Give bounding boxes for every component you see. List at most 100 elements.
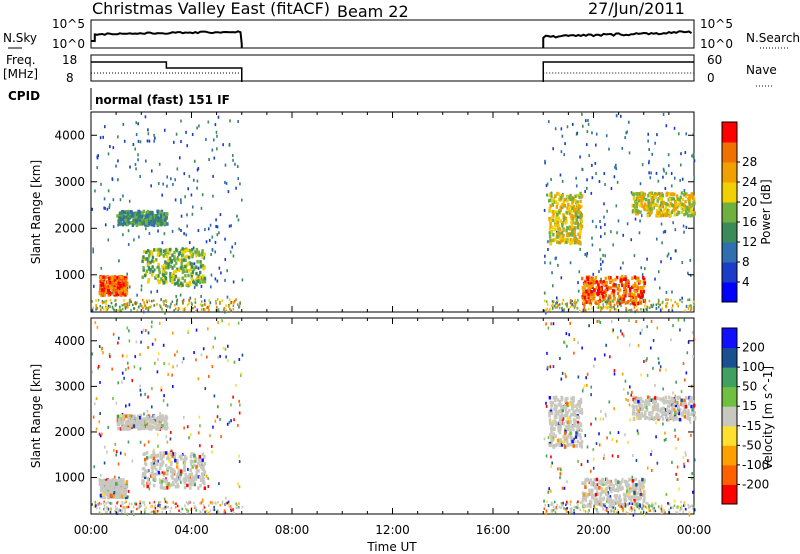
scatter-point [693,508,696,512]
scatter-point [179,472,183,476]
scatter-point [151,255,155,260]
scatter-point [162,249,166,253]
scatter-point [146,139,149,143]
scatter-point [549,192,553,196]
scatter-point [110,507,112,511]
scatter-point [157,357,159,361]
scatter-point [195,278,198,283]
scatter-point [670,210,674,215]
scatter-point [173,264,176,268]
scatter-point [544,159,546,163]
scatter-point [673,126,676,130]
scatter-point [692,408,696,412]
scatter-point [196,308,199,312]
scatter-point [645,358,648,362]
scatter-point [191,254,194,259]
scatter-point [93,402,96,406]
scatter-point [624,498,628,502]
scatter-point [595,132,598,136]
scatter-point [592,364,595,368]
scatter-point [657,413,660,418]
scatter-point [160,388,163,392]
scatter-point [586,276,589,280]
scatter-point [127,421,130,426]
scatter-point [207,511,210,515]
scatter-point [609,431,612,435]
scatter-point [657,214,661,218]
scatter-point [214,277,217,281]
scatter-point [235,502,237,505]
scatter-point [639,490,643,495]
scatter-point [151,299,153,303]
scatter-point [684,309,687,312]
scatter-point [594,275,598,280]
scatter-point [99,434,102,438]
scatter-point [639,403,643,408]
scatter-point [631,204,634,208]
scatter-point [97,298,100,302]
scatter-point [579,247,581,251]
scatter-point [658,205,661,210]
scatter-point [662,396,665,401]
scatter-point [637,344,640,348]
scatter-point [636,308,639,311]
colorbar-tick-label: 8 [742,255,750,269]
scatter-point [184,267,188,271]
scatter-point [239,403,241,407]
scatter-point [149,260,152,265]
scatter-point [159,249,163,254]
scatter-point [605,477,609,482]
scatter-point [222,308,225,311]
scatter-point [122,481,125,486]
scatter-point [612,297,616,301]
scatter-point [147,265,151,270]
nsky-tick-bottom: 10^0 [52,37,85,51]
scatter-point [121,210,125,214]
scatter-point [150,304,153,308]
scatter-point [155,257,158,262]
scatter-point [639,210,642,214]
scatter-point [136,416,140,420]
scatter-point [545,300,548,303]
scatter-point [624,480,628,484]
scatter-point [641,294,644,298]
scatter-point [637,399,640,404]
scatter-point [600,235,602,239]
scatter-point [107,238,110,242]
scatter-point [137,139,140,143]
scatter-point [634,488,637,492]
colorbar-swatch [722,222,737,243]
scatter-point [143,461,147,466]
scatter-point [667,399,670,404]
scatter-point [183,249,187,254]
scatter-point [678,198,682,202]
scatter-point [149,424,152,428]
scatter-point [153,448,155,452]
scatter-point [602,456,605,460]
scatter-point [571,299,574,303]
scatter-point [146,299,148,302]
scatter-point [173,255,176,259]
colorbar-tick-label: 20 [742,195,757,209]
scatter-point [155,274,158,278]
scatter-point [156,216,160,220]
scatter-point [201,275,205,279]
scatter-point [603,215,605,219]
scatter-point [678,408,682,412]
scatter-point [619,499,622,503]
scatter-point [591,307,593,310]
scatter-point [146,209,150,214]
scatter-point [550,407,553,411]
scatter-point [147,262,150,267]
scatter-point [216,233,219,237]
scatter-point [119,283,122,287]
scatter-point [559,438,563,442]
scatter-point [628,483,631,488]
scatter-point [659,397,662,401]
scatter-point [133,238,135,242]
scatter-point [633,275,637,279]
scatter-point [650,305,653,308]
scatter-point [679,195,682,200]
scatter-point [661,307,664,310]
scatter-point [178,227,180,231]
